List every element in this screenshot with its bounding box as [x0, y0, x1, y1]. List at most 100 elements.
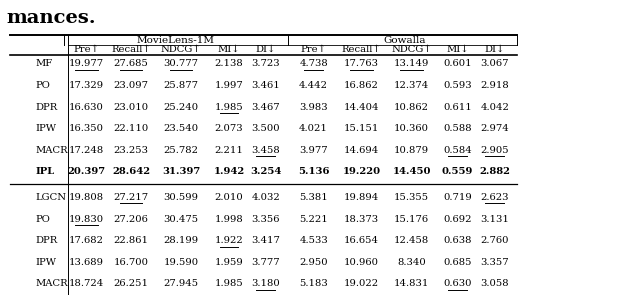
Text: 4.032: 4.032	[252, 193, 280, 202]
Text: 23.097: 23.097	[114, 81, 148, 90]
Text: 2.882: 2.882	[479, 167, 510, 176]
Text: MovieLens-1M: MovieLens-1M	[137, 36, 215, 45]
Text: 0.692: 0.692	[444, 214, 472, 224]
Text: 16.862: 16.862	[344, 81, 379, 90]
Text: 3.977: 3.977	[300, 146, 328, 155]
Text: 17.763: 17.763	[344, 59, 379, 68]
Text: 12.374: 12.374	[394, 81, 429, 90]
Text: mances.: mances.	[6, 9, 96, 27]
Text: 0.719: 0.719	[444, 193, 472, 202]
Text: 2.905: 2.905	[481, 146, 509, 155]
Text: 19.590: 19.590	[164, 258, 198, 267]
Text: 31.397: 31.397	[162, 167, 200, 176]
Text: 4.042: 4.042	[480, 103, 509, 112]
Text: 19.808: 19.808	[69, 193, 104, 202]
Text: Gowalla: Gowalla	[383, 36, 426, 45]
Text: 23.540: 23.540	[164, 124, 198, 133]
Text: 2.211: 2.211	[214, 146, 244, 155]
Text: 19.894: 19.894	[344, 193, 380, 202]
Text: 0.559: 0.559	[442, 167, 474, 176]
Text: 2.623: 2.623	[481, 193, 509, 202]
Text: 17.248: 17.248	[68, 146, 104, 155]
Text: 1.985: 1.985	[215, 103, 243, 112]
Text: 8.340: 8.340	[397, 258, 426, 267]
Text: 3.254: 3.254	[250, 167, 282, 176]
Text: Recall↑: Recall↑	[342, 45, 381, 54]
Text: 27.945: 27.945	[164, 279, 198, 288]
Text: 15.151: 15.151	[344, 124, 380, 133]
Text: Pre↑: Pre↑	[74, 45, 99, 54]
Text: 4.738: 4.738	[300, 59, 328, 68]
Text: 1.922: 1.922	[215, 236, 243, 245]
Text: 28.199: 28.199	[164, 236, 198, 245]
Text: 22.861: 22.861	[114, 236, 148, 245]
Text: 19.220: 19.220	[342, 167, 381, 176]
Text: 3.777: 3.777	[252, 258, 280, 267]
Text: 30.777: 30.777	[164, 59, 198, 68]
Text: 2.974: 2.974	[481, 124, 509, 133]
Text: 28.642: 28.642	[112, 167, 150, 176]
Text: Recall↑: Recall↑	[111, 45, 151, 54]
Text: 3.461: 3.461	[252, 81, 280, 90]
Text: 27.217: 27.217	[114, 193, 148, 202]
Text: 18.724: 18.724	[68, 279, 104, 288]
Text: 17.682: 17.682	[69, 236, 104, 245]
Text: 3.467: 3.467	[252, 103, 280, 112]
Text: 3.723: 3.723	[252, 59, 280, 68]
Text: 19.022: 19.022	[344, 279, 379, 288]
Text: MI↓: MI↓	[446, 45, 469, 54]
Text: 3.357: 3.357	[481, 258, 509, 267]
Text: 3.417: 3.417	[251, 236, 280, 245]
Text: 5.381: 5.381	[300, 193, 328, 202]
Text: MF: MF	[35, 59, 52, 68]
Text: 4.021: 4.021	[299, 124, 328, 133]
Text: PO: PO	[35, 81, 50, 90]
Text: 2.138: 2.138	[215, 59, 243, 68]
Text: 25.240: 25.240	[164, 103, 198, 112]
Text: 0.593: 0.593	[444, 81, 472, 90]
Text: 3.067: 3.067	[481, 59, 509, 68]
Text: 2.010: 2.010	[215, 193, 243, 202]
Text: 3.356: 3.356	[252, 214, 280, 224]
Text: 2.918: 2.918	[481, 81, 509, 90]
Text: 14.404: 14.404	[344, 103, 380, 112]
Text: 3.500: 3.500	[252, 124, 280, 133]
Text: 18.373: 18.373	[344, 214, 379, 224]
Text: 1.997: 1.997	[215, 81, 243, 90]
Text: 16.700: 16.700	[114, 258, 148, 267]
Text: MACR: MACR	[35, 279, 68, 288]
Text: 12.458: 12.458	[394, 236, 429, 245]
Text: 10.862: 10.862	[394, 103, 429, 112]
Text: DI↓: DI↓	[484, 45, 505, 54]
Text: 20.397: 20.397	[67, 167, 106, 176]
Text: DI↓: DI↓	[255, 45, 276, 54]
Text: 25.877: 25.877	[164, 81, 198, 90]
Text: 4.442: 4.442	[299, 81, 328, 90]
Text: 2.073: 2.073	[215, 124, 243, 133]
Text: IPW: IPW	[35, 124, 56, 133]
Text: 0.584: 0.584	[444, 146, 472, 155]
Text: 30.475: 30.475	[164, 214, 198, 224]
Text: 15.355: 15.355	[394, 193, 429, 202]
Text: 5.183: 5.183	[300, 279, 328, 288]
Text: 3.131: 3.131	[480, 214, 509, 224]
Text: 2.950: 2.950	[300, 258, 328, 267]
Text: 14.450: 14.450	[392, 167, 431, 176]
Text: 13.149: 13.149	[394, 59, 429, 68]
Text: 14.831: 14.831	[394, 279, 429, 288]
Text: 17.329: 17.329	[69, 81, 104, 90]
Text: 3.458: 3.458	[252, 146, 280, 155]
Text: 27.685: 27.685	[114, 59, 148, 68]
Text: 27.206: 27.206	[114, 214, 148, 224]
Text: NDCG↑: NDCG↑	[161, 45, 202, 54]
Text: 0.601: 0.601	[444, 59, 472, 68]
Text: 23.253: 23.253	[114, 146, 148, 155]
Text: 16.654: 16.654	[344, 236, 379, 245]
Text: 16.630: 16.630	[69, 103, 104, 112]
Text: 25.782: 25.782	[164, 146, 198, 155]
Text: 19.830: 19.830	[69, 214, 104, 224]
Text: Pre↑: Pre↑	[301, 45, 326, 54]
Text: 10.879: 10.879	[394, 146, 429, 155]
Text: 22.110: 22.110	[113, 124, 149, 133]
Text: 3.058: 3.058	[481, 279, 509, 288]
